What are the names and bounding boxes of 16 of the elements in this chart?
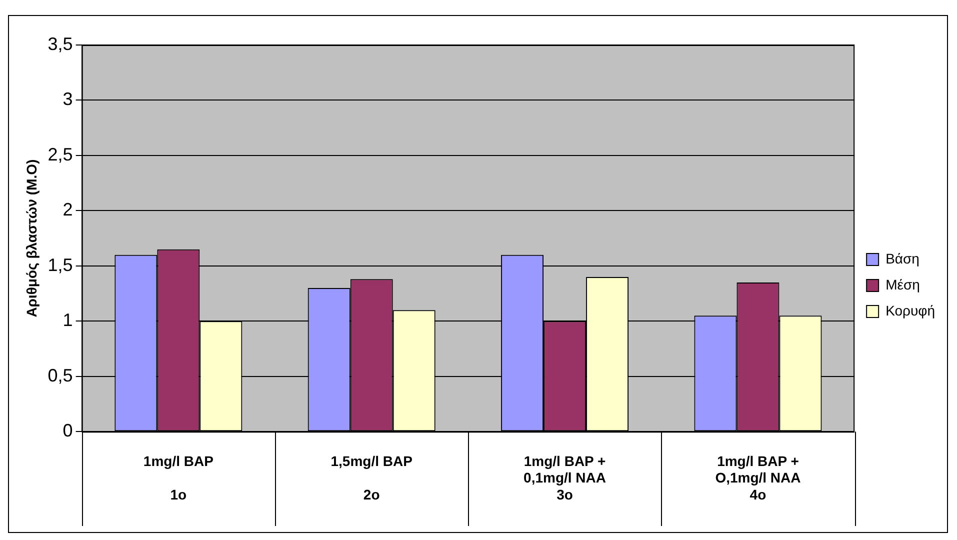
- y-tick-label: 1,5: [48, 254, 73, 275]
- y-tick-label: 3,5: [48, 34, 73, 54]
- legend-label: Μέση: [886, 276, 920, 292]
- y-tick-label: 3: [62, 89, 73, 110]
- y-tick-label: 1: [62, 310, 73, 330]
- legend-label: Κορυφή: [886, 302, 935, 318]
- y-tick-label: 0,5: [48, 365, 73, 386]
- legend-label: Βάση: [886, 250, 920, 266]
- category-label: 1mg/l BAP 1o: [143, 452, 214, 502]
- y-tick-label: 2,5: [48, 144, 73, 164]
- y-axis-title: Αριθμός βλαστών (M.O): [23, 159, 40, 318]
- x-tick-label: 1mg/l BAP + 0,1mg/l NAA 3o: [524, 452, 606, 502]
- y-tick-label: 0: [62, 420, 73, 441]
- category-label: 1,5mg/l BAP 2o: [330, 452, 412, 502]
- y-tick-label: 2: [62, 200, 73, 220]
- x-tick-label: 1mg/l BAP + O,1mg/l NAA 4o: [715, 452, 801, 502]
